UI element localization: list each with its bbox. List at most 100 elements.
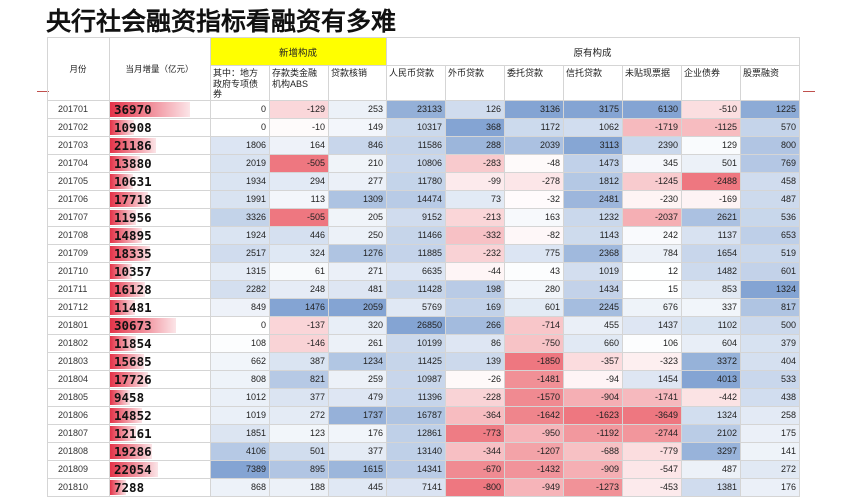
total-data-bar: [110, 353, 144, 369]
value-cell: 11780: [386, 171, 446, 191]
value-cell: 11586: [386, 135, 446, 155]
value-cell: 479: [328, 387, 387, 407]
total-value: 16128: [114, 281, 152, 297]
value-cell: 14474: [386, 189, 446, 209]
header-col: 其中：地方政府专项债券: [210, 65, 270, 101]
total-cell: 15685: [109, 351, 211, 371]
value-cell: 1482: [681, 261, 741, 281]
value-cell: -1719: [622, 117, 682, 137]
value-cell: -82: [504, 225, 564, 245]
header-col: 未贴现票据: [622, 65, 682, 101]
value-cell: 1934: [210, 171, 270, 191]
value-cell: 5769: [386, 297, 446, 317]
value-cell: 164: [269, 135, 329, 155]
total-value: 22054: [114, 461, 152, 477]
value-cell: 653: [740, 225, 800, 245]
value-cell: 126: [445, 99, 505, 119]
header-col: 企业债券: [681, 65, 741, 101]
table-row: 201807 12161 1851 123 176 12861 -773 -950 -1192-…: [47, 423, 800, 443]
value-cell: -169: [681, 189, 741, 209]
value-cell: 2282: [210, 279, 270, 299]
value-cell: -323: [622, 351, 682, 371]
value-cell: 1812: [563, 171, 623, 191]
value-cell: 849: [210, 297, 270, 317]
table-row: 201808 19286 4106 501 377 13140 -344 -1207 -688-…: [47, 441, 800, 461]
value-cell: -94: [563, 369, 623, 389]
value-cell: 280: [504, 279, 564, 299]
table-row: 201805 9458 1012 377 479 11396 -228 -1570 -904 -1…: [47, 387, 800, 407]
total-value: 17718: [114, 191, 152, 207]
value-cell: 2245: [563, 297, 623, 317]
value-cell: 23133: [386, 99, 446, 119]
value-cell: 377: [269, 387, 329, 407]
value-cell: 800: [740, 135, 800, 155]
value-cell: -44: [445, 261, 505, 281]
value-cell: -909: [563, 459, 623, 479]
table-body: 201701 36970 0 -129 253 23133 126 3136 3175 6130-…: [47, 99, 800, 497]
value-cell: -213: [445, 207, 505, 227]
value-cell: 108: [210, 333, 270, 353]
value-cell: 139: [445, 351, 505, 371]
value-cell: 1172: [504, 117, 564, 137]
value-cell: 272: [269, 405, 329, 425]
value-cell: 2481: [563, 189, 623, 209]
value-cell: 1062: [563, 117, 623, 137]
value-cell: 775: [504, 243, 564, 263]
value-cell: 242: [622, 225, 682, 245]
total-value: 30673: [114, 317, 152, 333]
value-cell: 2059: [328, 297, 387, 317]
value-cell: 1381: [681, 477, 741, 497]
table-row: 201707 11956 3326 -505 205 9152 -213 163 1232 -20…: [47, 207, 800, 227]
value-cell: 198: [445, 279, 505, 299]
value-cell: 1102: [681, 315, 741, 335]
table-row: 201708 14895 1924 446 250 11466 -332 -82 1143 242…: [47, 225, 800, 245]
value-cell: -1245: [622, 171, 682, 191]
table-row: 201711 16128 2282 248 481 11428 198 280 1434 15 85…: [47, 279, 800, 299]
total-value: 11481: [114, 299, 152, 315]
value-cell: 3326: [210, 207, 270, 227]
value-cell: 1454: [622, 369, 682, 389]
value-cell: 277: [328, 171, 387, 191]
value-cell: 4106: [210, 441, 270, 461]
table-row: 201709 18335 2517 324 1276 11885 -232 775 2368 78…: [47, 243, 800, 263]
total-data-bar: [110, 389, 131, 405]
value-cell: 404: [740, 351, 800, 371]
value-cell: 188: [269, 477, 329, 497]
table-row: 201809 22054 7389 895 1615 14341 -670 -1432 -909…: [47, 459, 800, 479]
value-cell: 73: [445, 189, 505, 209]
header-col: 信托贷款: [563, 65, 623, 101]
value-cell: 7141: [386, 477, 446, 497]
value-cell: 163: [504, 207, 564, 227]
total-data-bar: [110, 407, 143, 423]
value-cell: 368: [445, 117, 505, 137]
total-data-bar: [110, 461, 158, 477]
total-cell: 11854: [109, 333, 211, 353]
header-col: 贷款核销: [328, 65, 387, 101]
total-value: 18335: [114, 245, 152, 261]
value-cell: -2488: [681, 171, 741, 191]
value-cell: -1481: [504, 369, 564, 389]
value-cell: 846: [328, 135, 387, 155]
value-cell: -278: [504, 171, 564, 191]
month-cell: 201803: [47, 351, 110, 371]
value-cell: 868: [210, 477, 270, 497]
table-row: 201703 21186 1806 164 846 11586 288 2039 3113 239…: [47, 135, 800, 155]
value-cell: 3297: [681, 441, 741, 461]
value-cell: 176: [740, 477, 800, 497]
value-cell: 250: [328, 225, 387, 245]
total-value: 19286: [114, 443, 152, 459]
value-cell: 377: [328, 441, 387, 461]
value-cell: 501: [269, 441, 329, 461]
total-cell: 18335: [109, 243, 211, 263]
value-cell: 11885: [386, 243, 446, 263]
value-cell: -364: [445, 405, 505, 425]
value-cell: 205: [328, 207, 387, 227]
total-value: 15685: [114, 353, 152, 369]
value-cell: 387: [269, 351, 329, 371]
value-cell: -1741: [622, 387, 682, 407]
table-header: 月份 当月增量（亿元） 新增构成 原有构成 其中：地方政府专项债券 存款类金融机…: [47, 37, 800, 101]
value-cell: 438: [740, 387, 800, 407]
value-cell: 676: [622, 297, 682, 317]
total-value: 36970: [114, 101, 152, 117]
value-cell: 1012: [210, 387, 270, 407]
